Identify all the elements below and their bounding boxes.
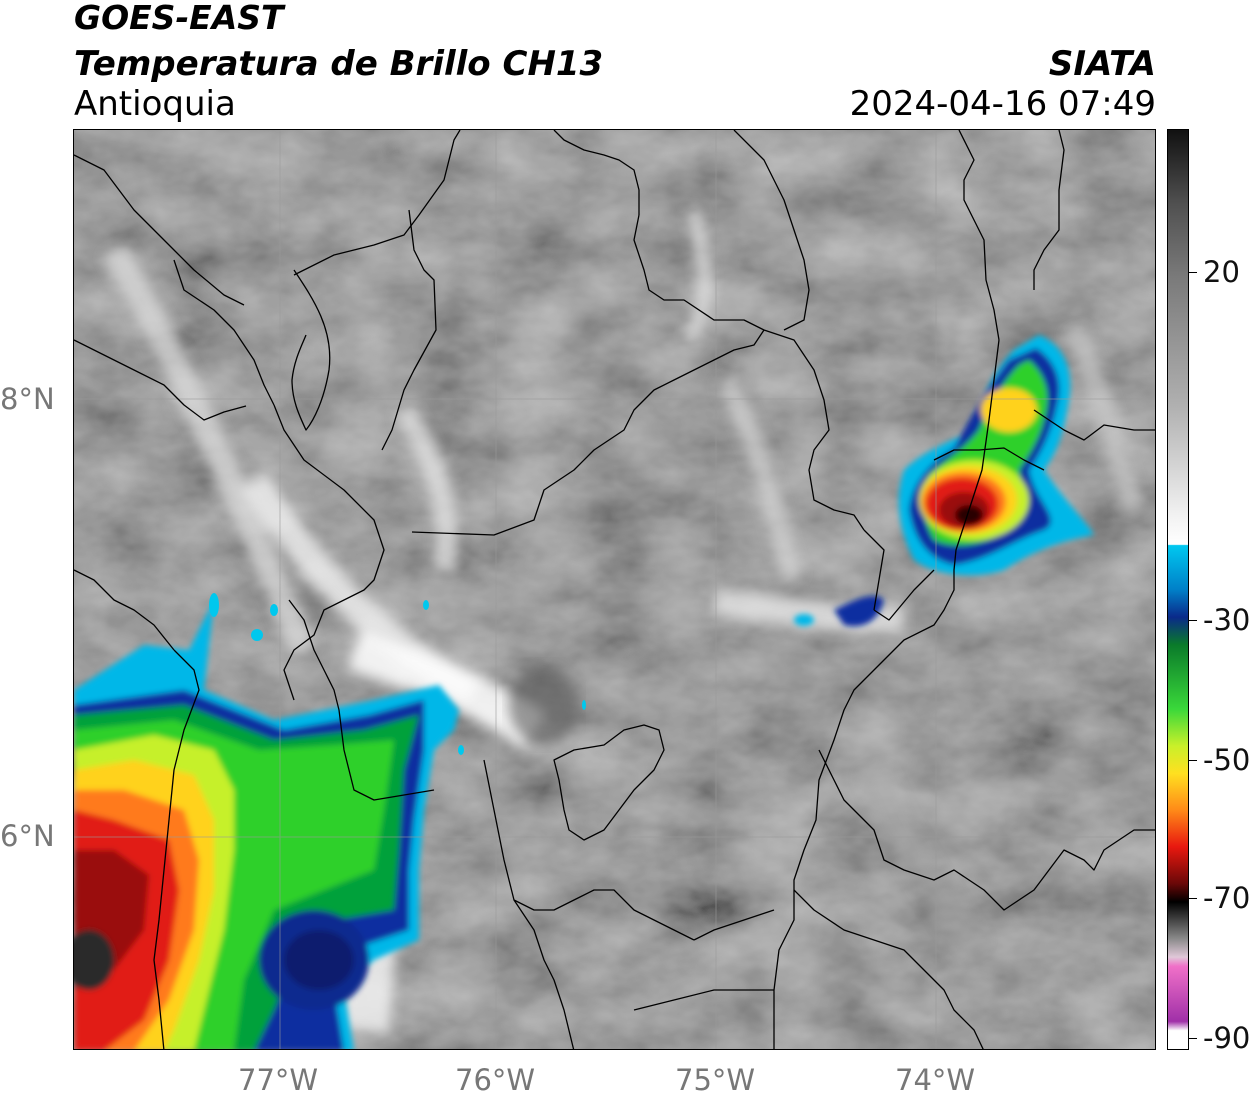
lon-label-76w: 76°W — [455, 1063, 536, 1097]
lon-label-75w: 75°W — [675, 1063, 756, 1097]
lon-label-74w: 74°W — [895, 1063, 976, 1097]
cloud-specks — [209, 593, 586, 755]
convective-system-southwest — [74, 600, 459, 1049]
map-panel — [73, 129, 1156, 1050]
colorbar-label-minus-50: -50 — [1203, 743, 1251, 777]
administrative-boundaries — [74, 130, 1155, 1049]
graticule — [74, 130, 1155, 1049]
colorbar-label-minus-70: -70 — [1203, 881, 1251, 915]
product-title: Temperatura de Brillo CH13 — [74, 44, 604, 84]
region-title: Antioquia — [74, 84, 236, 124]
lat-label-6n: 6°N — [0, 819, 55, 853]
colorbar-gradient — [1168, 130, 1188, 1049]
colorbar-label-minus-90: -90 — [1203, 1021, 1251, 1055]
lat-label-8n: 8°N — [0, 382, 55, 416]
bright-cloud-streaks — [102, 208, 1144, 1033]
organization-label: SIATA — [1048, 44, 1156, 84]
colorbar — [1167, 129, 1189, 1050]
timestamp: 2024-04-16 07:49 — [849, 84, 1156, 124]
colorbar-label-minus-30: -30 — [1203, 603, 1251, 637]
colorbar-label-20: 20 — [1203, 255, 1240, 289]
lon-label-77w: 77°W — [238, 1063, 319, 1097]
satellite-title: GOES-EAST — [74, 0, 284, 37]
brightness-temperature-map — [74, 130, 1155, 1049]
